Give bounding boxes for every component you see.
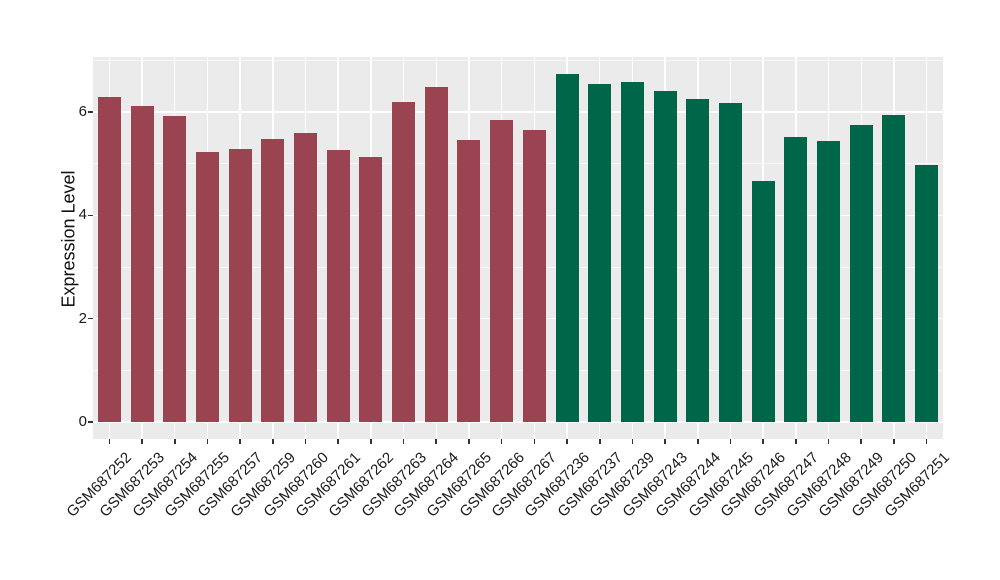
x-tick-mark — [500, 439, 503, 444]
x-tick-mark — [664, 439, 666, 444]
gridline-major-y-6 — [93, 111, 943, 113]
bar-GSM687266 — [490, 120, 514, 422]
x-tick-mark — [598, 439, 601, 444]
bar-GSM687236 — [555, 74, 579, 422]
bar-GSM687243 — [653, 91, 677, 422]
bar-GSM687261 — [326, 150, 350, 422]
y-tick-mark-0 — [87, 421, 93, 423]
bar-GSM687265 — [457, 139, 481, 422]
x-tick-mark — [795, 439, 797, 444]
x-tick-mark — [893, 439, 895, 444]
gridline-major-y-4 — [93, 214, 943, 217]
x-tick-mark — [206, 439, 209, 444]
bar-GSM687239 — [620, 82, 644, 422]
bar-GSM687255 — [195, 151, 219, 422]
bar-GSM687249 — [849, 124, 873, 422]
gridline-minor-y-5 — [93, 163, 943, 165]
x-tick-mark — [860, 439, 863, 444]
x-tick-mark — [108, 439, 111, 444]
x-tick-mark — [337, 439, 339, 444]
x-tick-mark — [468, 439, 470, 444]
y-tick-mark-2 — [87, 317, 93, 320]
bar-GSM687246 — [751, 181, 775, 422]
x-tick-mark — [925, 439, 928, 444]
x-tick-mark — [402, 439, 405, 444]
bar-GSM687245 — [719, 103, 742, 422]
gridline-minor-y-7 — [93, 59, 943, 61]
x-tick-mark — [141, 439, 143, 444]
bar-GSM687259 — [261, 138, 285, 422]
bar-GSM687237 — [588, 83, 612, 422]
y-tick-label-4: 4 — [78, 206, 87, 224]
bar-GSM687253 — [130, 106, 154, 422]
x-tick-mark — [304, 439, 307, 444]
bar-GSM687251 — [915, 165, 939, 422]
gridline-minor-y-1 — [93, 369, 943, 371]
bar-GSM687262 — [359, 157, 383, 422]
x-tick-mark — [435, 439, 438, 444]
bar-GSM687260 — [294, 133, 317, 422]
bar-GSM687244 — [686, 99, 710, 422]
bar-GSM687257 — [228, 149, 252, 422]
x-tick-mark — [566, 439, 568, 444]
x-tick-mark — [173, 439, 176, 444]
plot-panel — [93, 57, 943, 439]
gridline-minor-y-3 — [93, 266, 943, 268]
y-tick-mark-4 — [87, 214, 93, 217]
y-tick-label-6: 6 — [78, 103, 87, 120]
x-tick-mark — [631, 439, 634, 444]
bar-GSM687267 — [522, 129, 546, 422]
x-tick-mark — [827, 439, 830, 444]
gridline-major-y-2 — [93, 317, 943, 320]
x-tick-mark — [762, 439, 764, 444]
x-tick-mark — [533, 439, 536, 444]
x-tick-mark — [239, 439, 241, 444]
bar-GSM687250 — [882, 114, 906, 422]
y-axis-title: Expression Level — [58, 170, 79, 308]
gridline-major-y-0 — [93, 421, 943, 423]
bar-GSM687254 — [163, 116, 187, 422]
bar-GSM687264 — [424, 87, 448, 422]
bar-GSM687248 — [817, 141, 841, 422]
bar-GSM687247 — [784, 136, 808, 422]
y-tick-label-0: 0 — [78, 413, 87, 430]
x-tick-mark — [370, 439, 372, 444]
bar-GSM687252 — [97, 96, 121, 422]
x-tick-mark — [729, 439, 732, 444]
x-tick-mark — [697, 439, 699, 444]
y-tick-label-2: 2 — [78, 309, 87, 327]
y-tick-mark-6 — [87, 111, 93, 113]
bar-GSM687263 — [392, 101, 416, 422]
x-tick-mark — [272, 439, 274, 444]
